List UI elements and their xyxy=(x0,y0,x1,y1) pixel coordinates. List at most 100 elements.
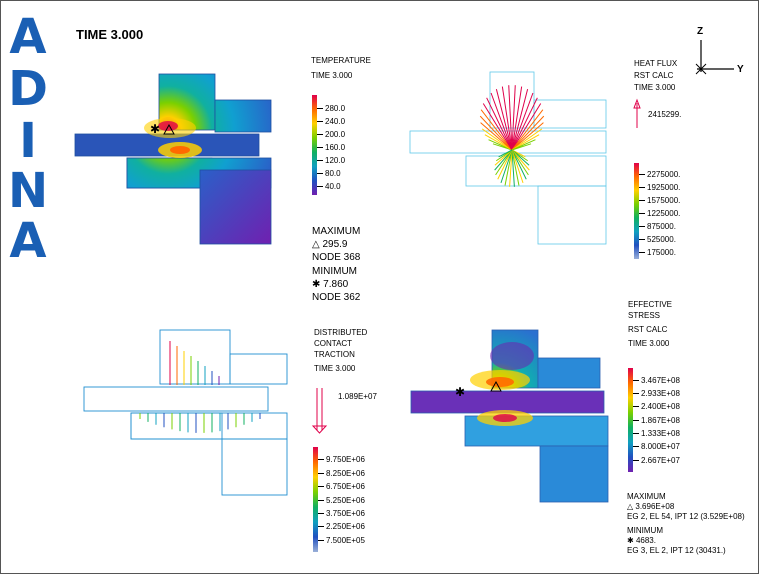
stress-maximum-location: EG 2, EL 54, IPT 12 (3.529E+08) xyxy=(627,512,745,521)
temperature-minimum-node: NODE 362 xyxy=(312,292,361,303)
stress-maximum-value: 3.696E+08 xyxy=(635,502,675,511)
traction-legend-tick: 6.750E+06 xyxy=(318,482,365,491)
temperature-extreme-markers: ✱ xyxy=(150,122,175,136)
heat-flux-legend-tick: 525000. xyxy=(639,235,676,244)
stress-legend-tick: 1.867E+08 xyxy=(633,416,680,425)
stress-title-line2: STRESS xyxy=(628,311,661,320)
heat-flux-vector xyxy=(494,149,513,171)
heat-flux-vector xyxy=(511,128,543,151)
stress-legend-tick: 2.933E+08 xyxy=(633,389,680,398)
logo-letter-a2: A xyxy=(9,213,47,269)
stress-minimum-row: ✱ 4683. xyxy=(627,536,656,546)
traction-legend-tick: 9.750E+06 xyxy=(318,455,365,464)
temperature-minimum-row: ✱ 7.860 xyxy=(312,279,348,291)
temperature-legend-tick: 120.0 xyxy=(317,156,345,165)
heat-flux-vector xyxy=(511,143,532,151)
heat-flux-vector xyxy=(480,109,513,151)
temperature-legend-tick: 240.0 xyxy=(317,117,345,126)
heat-flux-legend-tick: 875000. xyxy=(639,222,676,231)
triangle-icon: △ xyxy=(312,239,323,250)
temperature-time: TIME 3.000 xyxy=(311,71,353,80)
heat-flux-subtitle: RST CALC xyxy=(634,71,674,80)
traction-legend-tick: 2.250E+06 xyxy=(318,522,365,531)
logo-letter-i: I xyxy=(19,113,37,169)
stress-mesh xyxy=(410,329,609,503)
stress-legend-tick: 3.467E+08 xyxy=(633,376,680,385)
traction-title-line1: DISTRIBUTED xyxy=(314,328,368,337)
heat-flux-vector xyxy=(511,134,540,151)
traction-time: TIME 3.000 xyxy=(314,364,356,373)
temperature-minimum-label: MINIMUM xyxy=(312,266,357,277)
y-axis-label: Y xyxy=(737,64,744,75)
temperature-legend-bar xyxy=(312,95,317,195)
heat-flux-vector xyxy=(511,92,534,151)
maximum-marker-icon xyxy=(490,380,502,392)
traction-legend-tick: 5.250E+06 xyxy=(318,496,365,505)
heat-flux-vector xyxy=(511,149,520,186)
heat-flux-vector xyxy=(511,86,523,151)
logo-letter-n: N xyxy=(8,163,49,219)
traction-vectors xyxy=(139,341,261,433)
heat-flux-vector xyxy=(511,115,545,151)
temperature-maximum-value: 295.9 xyxy=(322,239,348,250)
stress-maximum-label: MAXIMUM xyxy=(627,492,666,501)
heat-flux-legend-tick: 2275000. xyxy=(639,170,680,179)
heat-flux-vector xyxy=(511,97,538,151)
heat-flux-time: TIME 3.000 xyxy=(634,83,676,92)
heat-flux-vector xyxy=(495,89,513,151)
temperature-mesh xyxy=(74,73,272,245)
temperature-maximum-node: NODE 368 xyxy=(312,252,361,263)
heat-flux-vector xyxy=(495,149,513,176)
heat-flux-legend-tick: 175000. xyxy=(639,248,676,257)
maximum-marker-icon xyxy=(163,123,175,135)
heat-flux-title: HEAT FLUX xyxy=(634,59,678,68)
temperature-maximum-row: △ 295.9 xyxy=(312,239,348,251)
z-axis-label: Z xyxy=(697,26,704,37)
heat-flux-legend-tick: 1225000. xyxy=(639,209,680,218)
stress-legend-bar xyxy=(628,368,633,472)
stress-minimum-location: EG 3, EL 2, IPT 12 (30431.) xyxy=(627,546,726,555)
minimum-marker-icon: ✱ xyxy=(150,122,160,136)
temperature-minimum-value: 7.860 xyxy=(323,279,349,290)
asterisk-icon: ✱ xyxy=(627,536,636,545)
stress-time: TIME 3.000 xyxy=(628,339,670,348)
stress-legend-tick: 1.333E+08 xyxy=(633,429,680,438)
logo-letter-a1: A xyxy=(9,9,47,65)
heat-flux-vector xyxy=(511,149,529,176)
temperature-legend-tick: 80.0 xyxy=(317,169,341,178)
heat-flux-vector xyxy=(511,122,544,151)
heat-flux-legend-bar xyxy=(634,163,639,259)
heat-flux-vector xyxy=(501,86,513,151)
stress-legend-tick: 2.400E+08 xyxy=(633,402,680,411)
heat-flux-vectors xyxy=(479,85,545,187)
heat-flux-vector xyxy=(508,85,513,151)
temperature-legend-tick: 280.0 xyxy=(317,104,345,113)
traction-legend-tick: 7.500E+05 xyxy=(318,536,365,545)
traction-title-line3: TRACTION xyxy=(314,350,355,359)
heat-flux-vector xyxy=(511,89,529,151)
traction-legend-bar xyxy=(313,447,318,552)
heat-flux-vector xyxy=(511,149,527,180)
stress-extreme-markers: ✱ xyxy=(455,380,502,399)
traction-outline xyxy=(83,329,288,496)
stress-legend-tick: 8.000E+07 xyxy=(633,442,680,451)
traction-arrow-value: 1.089E+07 xyxy=(338,392,377,401)
stress-title-line1: EFFECTIVE xyxy=(628,300,673,309)
heat-flux-vector xyxy=(497,149,513,180)
heat-flux-vector xyxy=(482,103,513,151)
heat-flux-legend-tick: 1575000. xyxy=(639,196,680,205)
heat-flux-vector xyxy=(479,115,513,151)
temperature-maximum-label: MAXIMUM xyxy=(312,226,361,237)
heat-flux-vector xyxy=(498,149,513,158)
triangle-icon: △ xyxy=(627,502,636,511)
heat-flux-vector xyxy=(509,149,513,187)
heat-flux-vector xyxy=(511,149,515,187)
stress-subtitle: RST CALC xyxy=(628,325,668,334)
stress-minimum-label: MINIMUM xyxy=(627,526,663,535)
traction-reference-arrow xyxy=(311,388,328,434)
heat-flux-vector xyxy=(484,134,513,151)
heat-flux-legend-tick: 1925000. xyxy=(639,183,680,192)
